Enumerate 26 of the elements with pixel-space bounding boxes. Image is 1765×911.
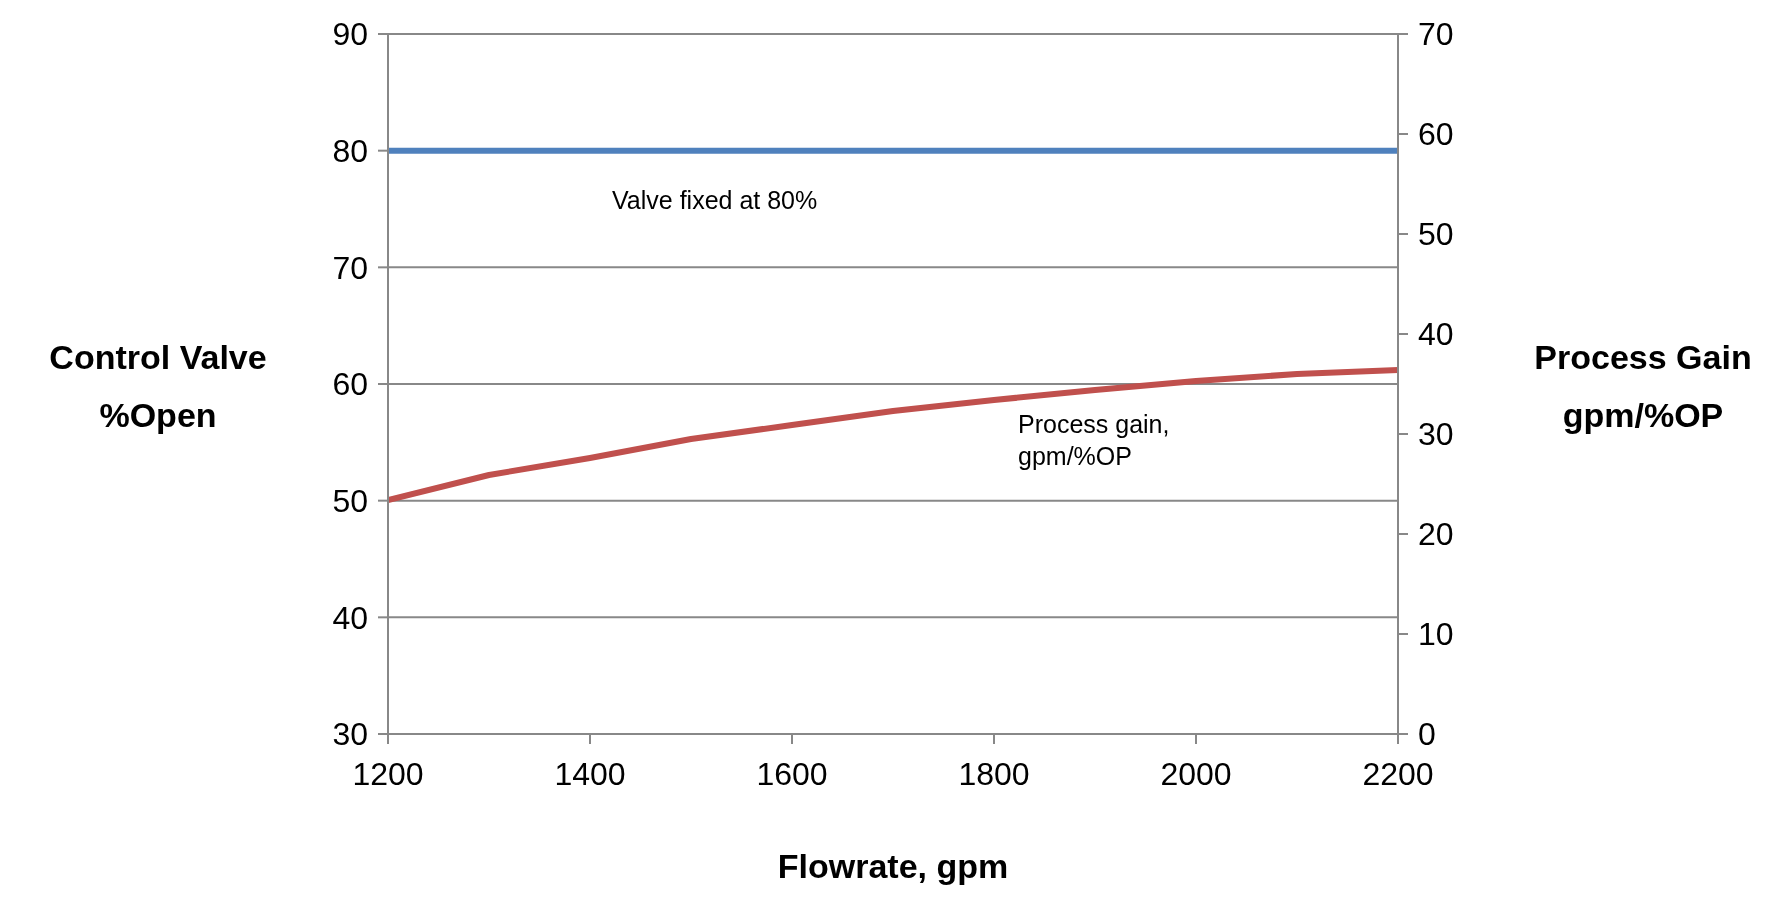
x-axis-title: Flowrate, gpm: [777, 847, 1009, 885]
annotation: Process gain, gpm/%OP: [1018, 409, 1171, 472]
y2-tick-label: 70: [1418, 16, 1454, 53]
y2-tick-label: 10: [1418, 616, 1454, 653]
x-tick-label: 1800: [958, 755, 1030, 792]
x-tick-label: 1200: [352, 755, 424, 792]
y-tick-label: 70: [332, 249, 368, 286]
y2-axis-title: Process Gain gpm/%OP: [1533, 337, 1753, 436]
y-tick-label: 30: [332, 716, 368, 753]
y2-tick-label: 60: [1418, 116, 1454, 153]
x-tick-label: 2200: [1362, 755, 1434, 792]
y-tick-label: 90: [332, 16, 368, 53]
y2-tick-label: 40: [1418, 316, 1454, 353]
y-tick-label: 60: [332, 366, 368, 403]
y2-tick-label: 30: [1418, 416, 1454, 453]
y-tick-label: 40: [332, 599, 368, 636]
y2-tick-label: 20: [1418, 516, 1454, 553]
x-tick-label: 2000: [1160, 755, 1232, 792]
annotation: Valve fixed at 80%: [612, 185, 819, 216]
x-tick-label: 1600: [756, 755, 828, 792]
y-axis-title: Control Valve %Open: [48, 337, 268, 436]
y2-tick-label: 50: [1418, 216, 1454, 253]
x-tick-label: 1400: [554, 755, 626, 792]
y2-tick-label: 0: [1418, 716, 1436, 753]
y-tick-label: 80: [332, 133, 368, 170]
y-tick-label: 50: [332, 483, 368, 520]
